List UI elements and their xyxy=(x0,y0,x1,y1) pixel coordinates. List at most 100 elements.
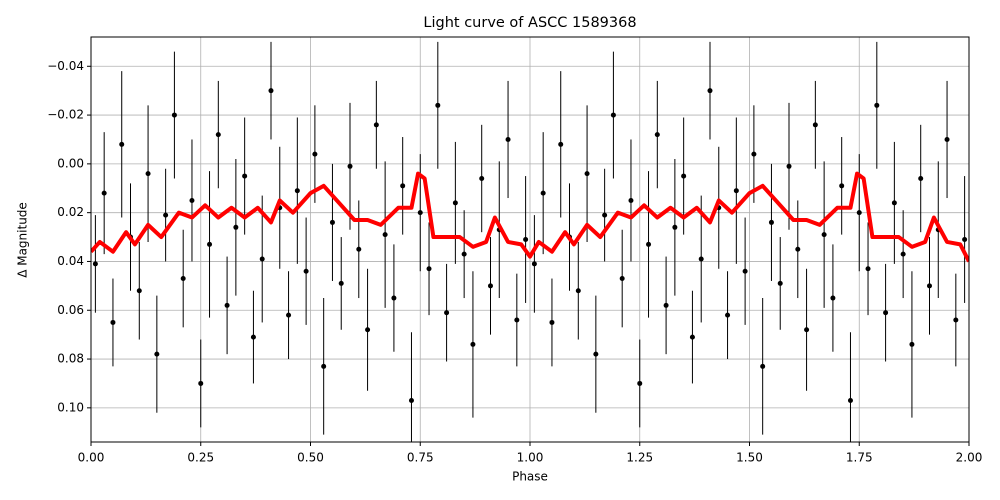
data-point xyxy=(523,237,529,242)
x-tick-label: 0.50 xyxy=(297,451,324,465)
data-point xyxy=(479,176,485,182)
data-point xyxy=(646,241,652,247)
data-point xyxy=(373,122,379,128)
data-point xyxy=(189,197,195,203)
data-point xyxy=(92,261,98,267)
data-point xyxy=(707,88,713,94)
data-point xyxy=(918,176,924,182)
data-point xyxy=(619,276,625,282)
data-point xyxy=(417,210,423,216)
data-point xyxy=(329,219,335,225)
x-axis-label: Phase xyxy=(512,470,548,484)
data-point xyxy=(891,200,897,206)
data-point xyxy=(883,310,889,316)
data-point xyxy=(742,268,748,274)
data-point xyxy=(540,190,546,196)
x-tick-label: 1.50 xyxy=(736,451,763,465)
y-tick-label: 0.00 xyxy=(57,156,84,170)
data-point xyxy=(224,302,230,308)
data-point xyxy=(171,112,177,118)
data-point xyxy=(593,351,599,357)
data-point xyxy=(768,219,774,225)
data-point xyxy=(856,210,862,216)
data-point xyxy=(444,310,450,316)
data-point xyxy=(812,122,818,128)
data-point xyxy=(356,246,362,252)
y-axis-label: Δ Magnitude xyxy=(16,202,30,278)
data-point xyxy=(250,334,256,340)
data-point xyxy=(654,132,660,138)
y-tick-label: −0.04 xyxy=(47,59,84,73)
data-point xyxy=(215,132,221,138)
data-point xyxy=(136,288,142,294)
data-point xyxy=(452,200,458,206)
data-point xyxy=(953,317,959,323)
data-point xyxy=(321,363,327,369)
data-point xyxy=(874,102,880,108)
data-point xyxy=(233,224,239,230)
data-point xyxy=(119,141,125,147)
data-point xyxy=(821,232,827,238)
data-point xyxy=(962,237,968,242)
x-tick-label: 0.25 xyxy=(187,451,214,465)
y-tick-label: 0.06 xyxy=(57,303,84,317)
data-point xyxy=(470,341,476,347)
data-point xyxy=(347,163,353,169)
data-point xyxy=(944,136,950,142)
data-point xyxy=(777,280,783,286)
data-point xyxy=(382,232,388,238)
data-point xyxy=(926,283,932,289)
data-point xyxy=(909,341,915,347)
data-point xyxy=(400,183,406,189)
data-point xyxy=(294,188,300,194)
ticks: 0.00 0.25 0.50 0.75 1.00 1.25 1.50 1.75 2.00 −0.0… xyxy=(47,59,982,465)
data-point xyxy=(303,268,309,274)
data-point xyxy=(505,136,511,142)
data-point xyxy=(795,246,801,252)
y-tick-label: 0.08 xyxy=(57,352,84,366)
x-tick-label: 0.75 xyxy=(407,451,434,465)
data-point xyxy=(681,173,687,179)
data-point xyxy=(259,256,265,262)
data-point xyxy=(163,212,169,218)
data-point xyxy=(180,276,186,282)
data-point xyxy=(839,183,845,189)
data-point xyxy=(786,163,792,169)
x-tick-label: 1.25 xyxy=(626,451,653,465)
data-point xyxy=(865,266,871,272)
data-point xyxy=(830,295,836,301)
x-tick-label: 1.00 xyxy=(517,451,544,465)
chart-title: Light curve of ASCC 1589368 xyxy=(423,15,636,31)
data-point xyxy=(312,151,318,157)
data-point xyxy=(101,190,107,196)
data-point xyxy=(207,241,213,247)
data-point xyxy=(268,88,274,94)
x-tick-label: 0.00 xyxy=(78,451,105,465)
y-tick-label: −0.02 xyxy=(47,108,84,122)
data-point xyxy=(365,327,371,333)
data-point xyxy=(751,151,757,157)
y-tick-label: 0.10 xyxy=(57,400,84,414)
data-point xyxy=(804,327,810,333)
data-point xyxy=(610,112,616,118)
data-point xyxy=(110,319,116,325)
data-point xyxy=(558,141,564,147)
y-tick-label: 0.04 xyxy=(57,254,84,268)
data-point xyxy=(628,197,634,203)
data-point xyxy=(487,283,493,289)
x-tick-label: 1.75 xyxy=(846,451,873,465)
data-point xyxy=(733,188,739,194)
data-point xyxy=(531,261,537,267)
data-point xyxy=(408,398,414,404)
data-point xyxy=(672,224,678,230)
data-point xyxy=(461,251,467,257)
data-point xyxy=(663,302,669,308)
data-point xyxy=(145,171,151,177)
data-point xyxy=(900,251,906,257)
data-point xyxy=(514,317,520,323)
data-point xyxy=(575,288,581,294)
data-point xyxy=(338,280,344,286)
plot-area xyxy=(91,41,969,442)
data-point xyxy=(242,173,248,179)
